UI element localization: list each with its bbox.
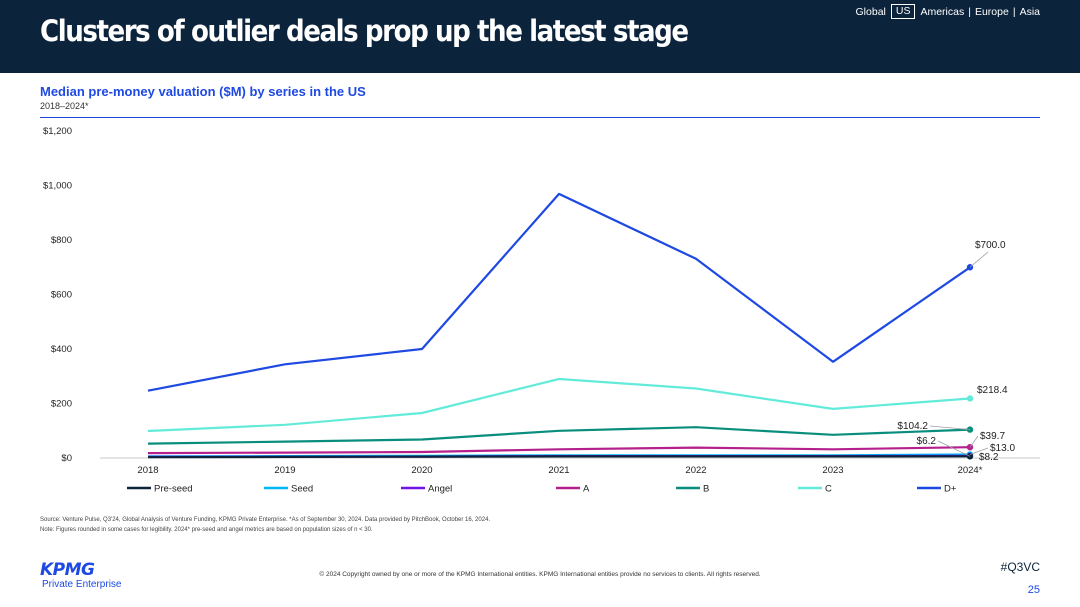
chart-title: Median pre-money valuation ($M) by serie… <box>40 84 366 99</box>
y-tick-label: $600 <box>51 290 72 301</box>
page-number: 25 <box>1027 584 1040 596</box>
region-link-europe[interactable]: Europe <box>974 5 1009 18</box>
x-tick-label: 2021 <box>548 465 569 476</box>
data-label: $218.4 <box>977 385 1008 396</box>
series-lines <box>147 192 974 460</box>
hashtag: #Q3VC <box>1000 560 1040 574</box>
region-link-americas[interactable]: Americas <box>920 5 965 18</box>
data-label: $700.0 <box>975 240 1006 251</box>
label-leader-line <box>969 447 989 455</box>
y-tick-label: $800 <box>51 235 72 246</box>
region-link-asia[interactable]: Asia <box>1019 5 1040 18</box>
logo-word: KPMG <box>40 560 95 580</box>
data-label: $104.2 <box>897 421 928 432</box>
legend-label: D+ <box>944 484 957 495</box>
data-label: $6.2 <box>917 436 937 447</box>
series-line-pre-seed <box>147 455 971 459</box>
x-tick-label: 2024* <box>958 465 983 476</box>
legend: Pre-seed Seed Angel A B C D+ <box>127 484 957 495</box>
y-axis: $0 $200 $400 $600 $800 $1,000 $1,200 <box>43 126 72 464</box>
legend-label: Seed <box>291 484 313 495</box>
label-leader-line <box>969 251 989 268</box>
x-tick-label: 2023 <box>822 465 843 476</box>
label-leader-line <box>969 435 979 448</box>
y-tick-label: $200 <box>51 399 72 410</box>
region-link-global[interactable]: Global <box>855 5 886 18</box>
source-note: Source: Venture Pulse, Q3'24, Global Ana… <box>40 515 490 535</box>
region-separator: | <box>968 5 971 18</box>
x-axis: 2018 2019 2020 2021 2022 2023 2024* <box>137 465 982 476</box>
y-tick-label: $1,000 <box>43 181 72 192</box>
note-text: Note: Figures rounded in some cases for … <box>40 527 373 533</box>
x-tick-label: 2022 <box>685 465 706 476</box>
x-tick-label: 2020 <box>411 465 432 476</box>
label-leader-line <box>937 440 971 457</box>
label-leader-line <box>929 425 971 431</box>
series-end-point <box>966 395 974 402</box>
kpmg-logo: KPMG Private Enterprise <box>40 562 121 591</box>
series-line-c <box>147 377 971 433</box>
region-separator: | <box>1012 5 1016 18</box>
x-tick-label: 2019 <box>274 465 295 476</box>
legend-label: Pre-seed <box>154 484 193 495</box>
page-title: Clusters of outlier deals prop up the la… <box>40 14 689 48</box>
y-tick-label: $1,200 <box>43 126 72 137</box>
data-label: $13.0 <box>990 443 1015 454</box>
data-label: $8.2 <box>979 452 999 463</box>
end-labels: $6.2 $13.0$8.2 $39.7 $104.2 $218.4 $700.0 <box>897 240 1015 463</box>
legend-label: Angel <box>428 484 452 495</box>
data-label: $39.7 <box>980 431 1005 442</box>
legend-label: B <box>703 484 709 495</box>
y-tick-label: $400 <box>51 344 72 355</box>
y-tick-label: $0 <box>61 453 72 464</box>
source-text: Source: Venture Pulse, Q3'24, Global Ana… <box>40 517 491 523</box>
region-link-us[interactable]: US <box>890 4 916 19</box>
logo-subtitle: Private Enterprise <box>42 579 122 590</box>
series-line-d <box>147 192 971 392</box>
series-line-a <box>147 446 971 455</box>
x-tick-label: 2018 <box>137 465 158 476</box>
series-line-b <box>147 426 971 445</box>
legend-label: C <box>825 484 832 495</box>
region-nav: Global US Americas | Europe | Asia <box>856 4 1040 19</box>
title-divider <box>40 117 1040 118</box>
chart-subtitle: 2018–2024* <box>40 101 89 111</box>
legend-label: A <box>583 484 590 495</box>
header-bar: Clusters of outlier deals prop up the la… <box>0 0 1080 73</box>
copyright: © 2024 Copyright owned by one or more of… <box>319 571 761 578</box>
